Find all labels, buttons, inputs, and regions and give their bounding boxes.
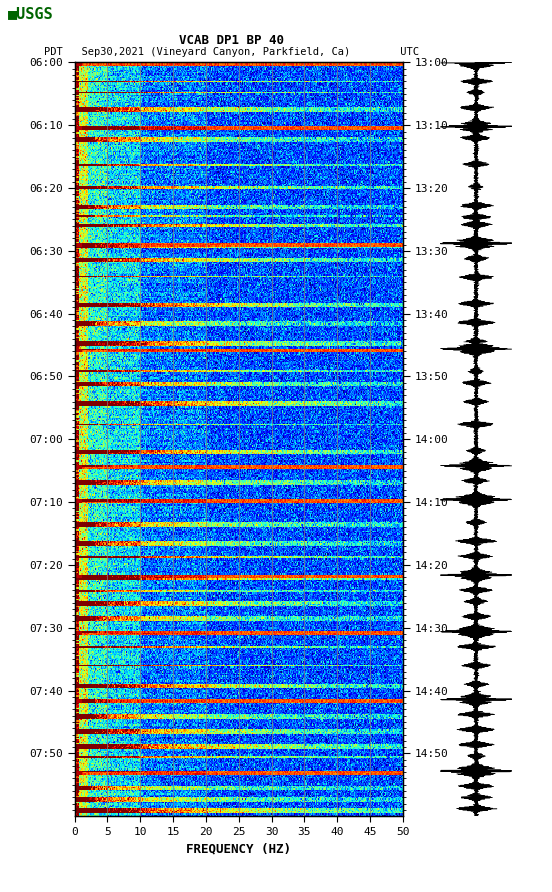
Text: PDT   Sep30,2021 (Vineyard Canyon, Parkfield, Ca)        UTC: PDT Sep30,2021 (Vineyard Canyon, Parkfie…	[44, 47, 420, 57]
X-axis label: FREQUENCY (HZ): FREQUENCY (HZ)	[186, 842, 291, 855]
Text: VCAB DP1 BP 40: VCAB DP1 BP 40	[179, 34, 284, 47]
Text: ■USGS: ■USGS	[8, 6, 54, 21]
